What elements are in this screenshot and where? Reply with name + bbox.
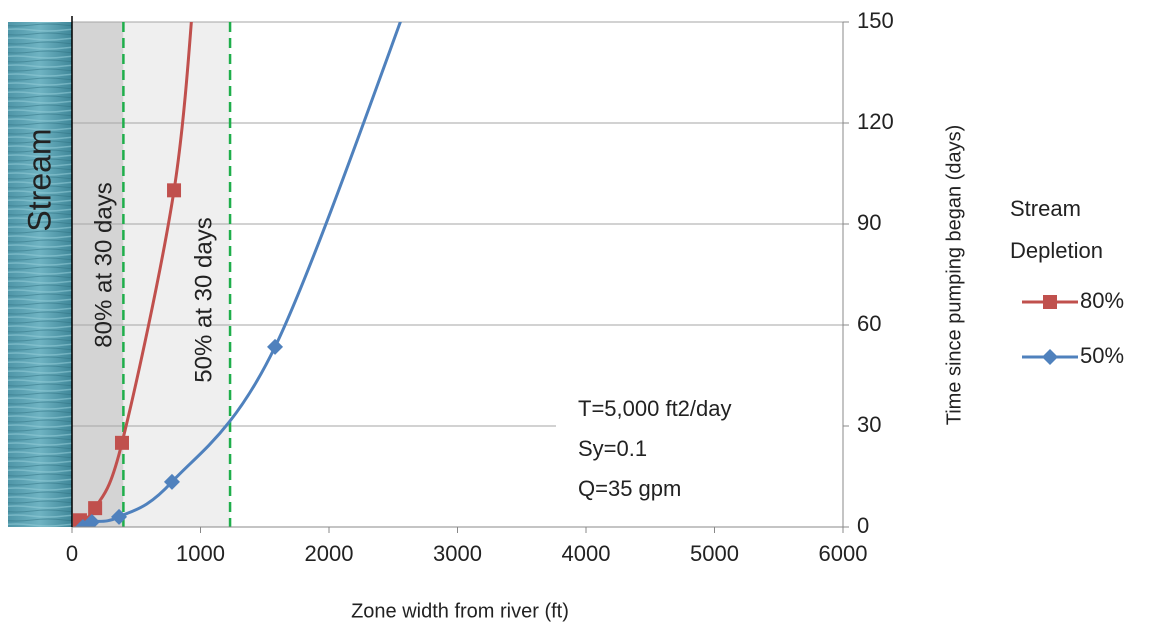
- y-tick-label: 0: [857, 513, 869, 538]
- y-tick-label: 90: [857, 210, 881, 235]
- x-tick-label: 4000: [562, 541, 611, 566]
- marker: [83, 513, 100, 527]
- legend-label: 50%: [1080, 343, 1124, 368]
- parameter-text: Q=35 gpm: [578, 476, 681, 501]
- reference-label: 80% at 30 days: [91, 182, 118, 347]
- x-tick-label: 3000: [433, 541, 482, 566]
- x-tick-label: 2000: [305, 541, 354, 566]
- marker: [88, 501, 103, 516]
- y-tick-label: 150: [857, 8, 894, 33]
- legend-label: 80%: [1080, 288, 1124, 313]
- marker: [1043, 295, 1057, 309]
- y-tick-label: 30: [857, 412, 881, 437]
- x-tick-label: 0: [66, 541, 78, 566]
- marker: [163, 473, 180, 490]
- stream-label: Stream: [21, 128, 57, 231]
- x-tick-label: 6000: [819, 541, 868, 566]
- parameter-text: Sy=0.1: [578, 436, 647, 461]
- stream-ripples: [8, 22, 72, 527]
- reference-label: 50% at 30 days: [190, 217, 217, 382]
- shaded-zone: [72, 22, 124, 527]
- legend-title: Stream: [1010, 196, 1081, 221]
- marker: [111, 508, 128, 525]
- marker: [1042, 349, 1058, 365]
- parameter-box: [556, 386, 843, 518]
- x-tick-label: 1000: [176, 541, 225, 566]
- x-axis-title: Zone width from river (ft): [351, 600, 569, 622]
- y-axis-title: Time since pumping began (days): [943, 125, 965, 426]
- marker: [74, 519, 91, 527]
- legend-title: Depletion: [1010, 238, 1103, 263]
- marker: [114, 435, 129, 450]
- y-tick-label: 120: [857, 109, 894, 134]
- marker: [167, 183, 182, 198]
- parameter-text: T=5,000 ft2/day: [578, 396, 732, 421]
- marker: [267, 338, 284, 355]
- x-tick-label: 5000: [690, 541, 739, 566]
- y-tick-label: 60: [857, 311, 881, 336]
